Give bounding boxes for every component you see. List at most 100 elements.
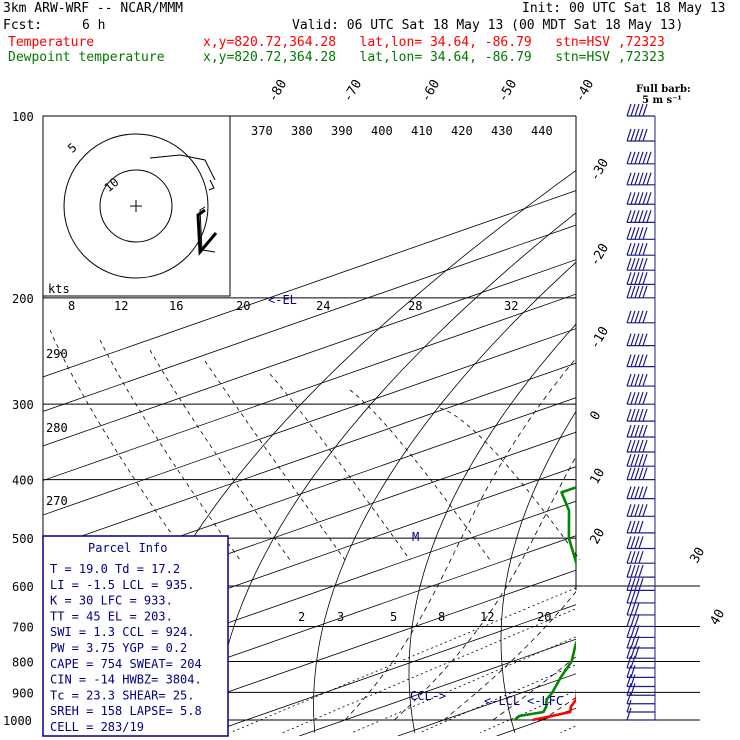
barb-flag <box>642 453 648 467</box>
barb-flag <box>626 210 632 223</box>
barb-flag <box>634 564 640 578</box>
wind-barb <box>626 391 655 405</box>
barb-flag <box>642 103 648 117</box>
barb-flag <box>642 151 648 165</box>
barb-flag <box>626 243 632 256</box>
barb-flag <box>634 645 640 659</box>
barb-flag <box>638 439 644 453</box>
wind-barb <box>626 550 655 564</box>
isotherm-label: -50 <box>495 77 520 105</box>
barb-flag <box>634 424 640 438</box>
barb-flag <box>642 272 648 285</box>
barb-flag <box>630 536 636 549</box>
barb-flag <box>638 227 644 240</box>
isotherm-line <box>694 116 740 736</box>
barb-flag <box>630 257 636 271</box>
hodograph-ring-outer <box>63 133 209 279</box>
barb-flag <box>642 408 648 422</box>
hodograph-kts-label: kts <box>48 282 70 296</box>
wind-barb <box>626 467 655 481</box>
hodograph-axis-label: 20 <box>236 299 250 313</box>
barb-flag <box>630 550 636 564</box>
barb-legend-value: 5 m s⁻¹ <box>642 95 682 106</box>
barb-flag <box>626 373 632 387</box>
barb-flag <box>634 103 640 117</box>
barb-flag <box>626 310 632 324</box>
el-label: <-EL <box>268 293 297 307</box>
barb-flag <box>626 635 632 649</box>
barb-flag <box>626 227 632 240</box>
barb-flag <box>634 614 640 627</box>
barb-flag <box>626 192 632 205</box>
hodograph-speed-arc <box>204 360 346 561</box>
wind-barb <box>626 103 655 117</box>
wind-barb <box>626 354 655 368</box>
barb-flag <box>626 683 632 696</box>
barb-flag <box>630 486 636 499</box>
wind-barb <box>626 257 655 271</box>
barb-flag <box>626 590 632 604</box>
barb-flag <box>638 550 644 564</box>
barb-flag <box>630 424 636 438</box>
parcel-info-row: CIN = -14 HWBZ= 3804. <box>50 673 202 687</box>
barb-flag <box>626 564 632 578</box>
parcel-info-row: PW = 3.75 YGP = 0.2 <box>50 641 187 655</box>
barb-flag <box>642 192 648 205</box>
barb-flag <box>642 172 648 186</box>
barb-flag <box>638 210 644 223</box>
barb-flag <box>634 536 640 549</box>
mixing-ratio-label: 12 <box>480 610 494 624</box>
barb-flag <box>630 645 636 659</box>
barb-flag <box>626 439 632 453</box>
barb-flag <box>642 210 648 223</box>
dewpoint-location: x,y=820.72,364.28 lat,lon= 34.64, -86.79… <box>203 50 665 65</box>
barb-flag <box>634 635 640 649</box>
barb-flag <box>634 227 640 240</box>
parcel-info-frame <box>42 535 229 737</box>
barb-flag <box>630 285 636 299</box>
wind-barb <box>626 590 655 604</box>
m-label: M <box>412 530 419 544</box>
wind-barb <box>626 333 655 347</box>
barb-flag <box>630 172 636 186</box>
moist-adiabat <box>641 298 740 720</box>
wind-barb <box>626 285 655 299</box>
isotherm-label: 0 <box>587 409 604 423</box>
barb-flag <box>626 645 632 659</box>
hodograph-speed-arc <box>269 373 411 561</box>
barb-flag <box>626 602 632 616</box>
barb-flag <box>634 453 640 467</box>
isotherm-line <box>43 328 576 516</box>
mixing-ratio-label: 8 <box>438 610 445 624</box>
parcel-info-row: LI = -1.5 LCL = 935. <box>50 578 195 592</box>
wind-barb <box>626 683 655 696</box>
barb-flag <box>634 408 640 422</box>
hodograph-axis-label: 28 <box>408 299 422 313</box>
theta-label: 390 <box>331 124 353 138</box>
wind-barb <box>626 699 655 713</box>
barb-flag <box>630 655 636 669</box>
barb-flag <box>634 272 640 285</box>
barb-flag <box>630 354 636 367</box>
wind-barbs <box>626 103 656 721</box>
barb-flag <box>642 354 648 367</box>
barb-flag <box>642 257 648 271</box>
hodograph-trace <box>196 208 218 256</box>
isotherm-label: 20 <box>587 526 608 547</box>
barb-flag <box>638 536 644 549</box>
lcl-label: <-LCL <box>484 694 520 708</box>
dry-adiabat <box>676 116 740 733</box>
barb-flag <box>634 285 640 299</box>
barb-flag <box>638 310 644 324</box>
barb-flag <box>638 453 644 467</box>
barb-flag <box>630 333 636 346</box>
wind-barb <box>626 192 655 205</box>
hodograph-axis-label: 16 <box>169 299 183 313</box>
mixing-ratio-label: 5 <box>390 610 397 624</box>
barb-flag <box>626 333 632 346</box>
wind-barb <box>626 707 655 721</box>
barb-flag <box>630 210 636 223</box>
barb-flag <box>630 128 636 142</box>
barb-flag <box>638 504 644 517</box>
